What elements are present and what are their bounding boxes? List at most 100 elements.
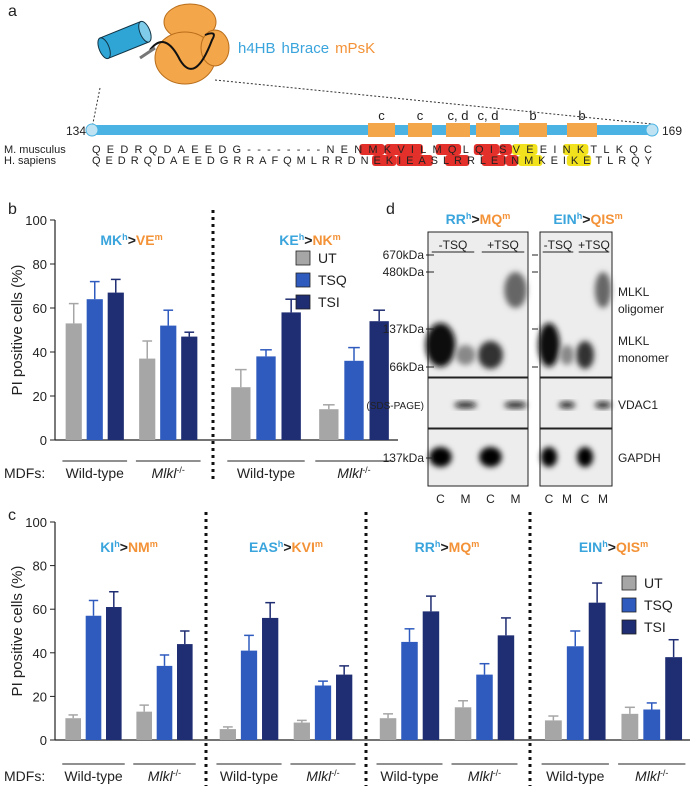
x-axis-label: MDFs: — [4, 768, 45, 784]
construct-part: hBrace — [282, 40, 330, 57]
bar — [544, 720, 562, 740]
legend-swatch — [621, 575, 637, 591]
legend-swatch — [295, 250, 311, 266]
error-bar — [426, 595, 436, 612]
construct-part: mPsK — [335, 40, 375, 57]
bar — [107, 292, 124, 440]
construct-cartoon — [91, 3, 653, 129]
error-bar — [139, 704, 149, 712]
residue-highlight — [435, 144, 462, 155]
residue-highlight — [562, 144, 589, 155]
x-tick-label: Mlkl-/- — [148, 768, 181, 784]
interface-segment — [567, 123, 597, 137]
band — [540, 447, 558, 467]
error-bar — [163, 309, 174, 326]
genotype-sup: -/- — [493, 768, 502, 778]
treatment-label: +TSQ — [578, 238, 610, 252]
title-part: h — [278, 539, 284, 549]
bar — [379, 718, 397, 740]
size-marker: 137kDa — [383, 322, 425, 336]
legend-swatch — [295, 294, 311, 310]
x-tick-label: Wild-type — [546, 768, 605, 784]
title-part: NM — [128, 539, 150, 555]
genotype-sup: -/- — [660, 768, 669, 778]
interface-annotation: c — [417, 108, 424, 123]
lane-label: M — [461, 492, 471, 506]
construct-part: h4HB — [238, 40, 276, 57]
title-part: m — [150, 539, 158, 549]
band — [594, 402, 612, 408]
error-bar — [323, 404, 335, 410]
lane-label: C — [581, 492, 590, 506]
title-part: > — [440, 539, 448, 555]
panel-label: a — [8, 3, 17, 20]
size-marker: 137kDa — [383, 451, 425, 465]
band-label: oligomer — [618, 302, 664, 316]
band — [425, 323, 456, 367]
bar — [181, 336, 198, 440]
residue-highlight — [566, 155, 592, 166]
title-part: m — [315, 539, 323, 549]
y-tick-label: 60 — [33, 301, 47, 316]
title-part: m — [155, 232, 163, 242]
error-bar — [142, 340, 153, 359]
error-bar — [244, 634, 254, 651]
genotype: Mlkl — [148, 768, 174, 784]
panel-title: EASh>KVIm — [249, 539, 323, 555]
size-marker: 480kDa — [383, 265, 425, 279]
legend-swatch — [295, 272, 311, 288]
error-bar — [68, 714, 78, 719]
error-bar — [110, 278, 121, 293]
title-part: m — [333, 232, 341, 242]
bar — [369, 321, 389, 440]
error-bar — [570, 630, 581, 647]
y-tick-label: 20 — [33, 689, 47, 704]
genotype-sup: -/- — [176, 465, 185, 475]
error-bar — [668, 638, 679, 658]
sequence: QEDRQDAEEDG--------NENMKVILMQLQISVEEINKT… — [92, 144, 652, 156]
treatment-label: -TSQ — [544, 238, 573, 252]
band — [504, 402, 527, 408]
error-bar — [501, 617, 511, 636]
bar — [86, 299, 103, 440]
interface-annotation: b — [529, 108, 536, 123]
band — [594, 272, 612, 308]
x-tick-label: Wild-type — [380, 768, 439, 784]
legend-label: UT — [318, 250, 337, 266]
y-tick-label: 0 — [40, 733, 47, 748]
interface-segment — [476, 123, 500, 137]
legend-label: UT — [644, 575, 663, 591]
species-label: H. sapiens — [4, 155, 56, 167]
construct-label: h4HB hBrace mPsK — [238, 40, 375, 57]
residue-highlight — [384, 144, 423, 155]
title-part: > — [582, 211, 590, 227]
error-bar — [296, 719, 307, 723]
treatment-label: +TSQ — [487, 238, 519, 252]
band — [454, 402, 477, 408]
title-part: EAS — [249, 539, 278, 555]
band — [429, 447, 452, 467]
error-bar — [318, 680, 328, 686]
lane-label: M — [598, 492, 608, 506]
error-bar — [88, 599, 99, 616]
bar — [476, 674, 493, 740]
y-tick-label: 100 — [25, 213, 47, 228]
bar — [422, 611, 440, 740]
bar-end — [645, 123, 659, 137]
bar — [65, 323, 82, 440]
bar — [65, 718, 82, 740]
title-part: > — [120, 539, 128, 555]
band-label: MLKL — [618, 285, 650, 299]
bar — [497, 635, 515, 740]
interface-annotation: c — [378, 108, 385, 123]
y-axis-label: PI positive cells (%) — [9, 265, 26, 396]
bar — [256, 356, 276, 440]
residue-start: 134 — [66, 124, 86, 138]
panel-title: KIh>NMm — [100, 539, 158, 555]
legend-swatch — [621, 619, 637, 635]
title-part: MQ — [480, 211, 503, 227]
band-label: GAPDH — [618, 451, 661, 465]
title-part: MK — [100, 232, 122, 248]
method-label: (SDS-PAGE) — [366, 401, 424, 412]
error-bar — [285, 298, 297, 313]
